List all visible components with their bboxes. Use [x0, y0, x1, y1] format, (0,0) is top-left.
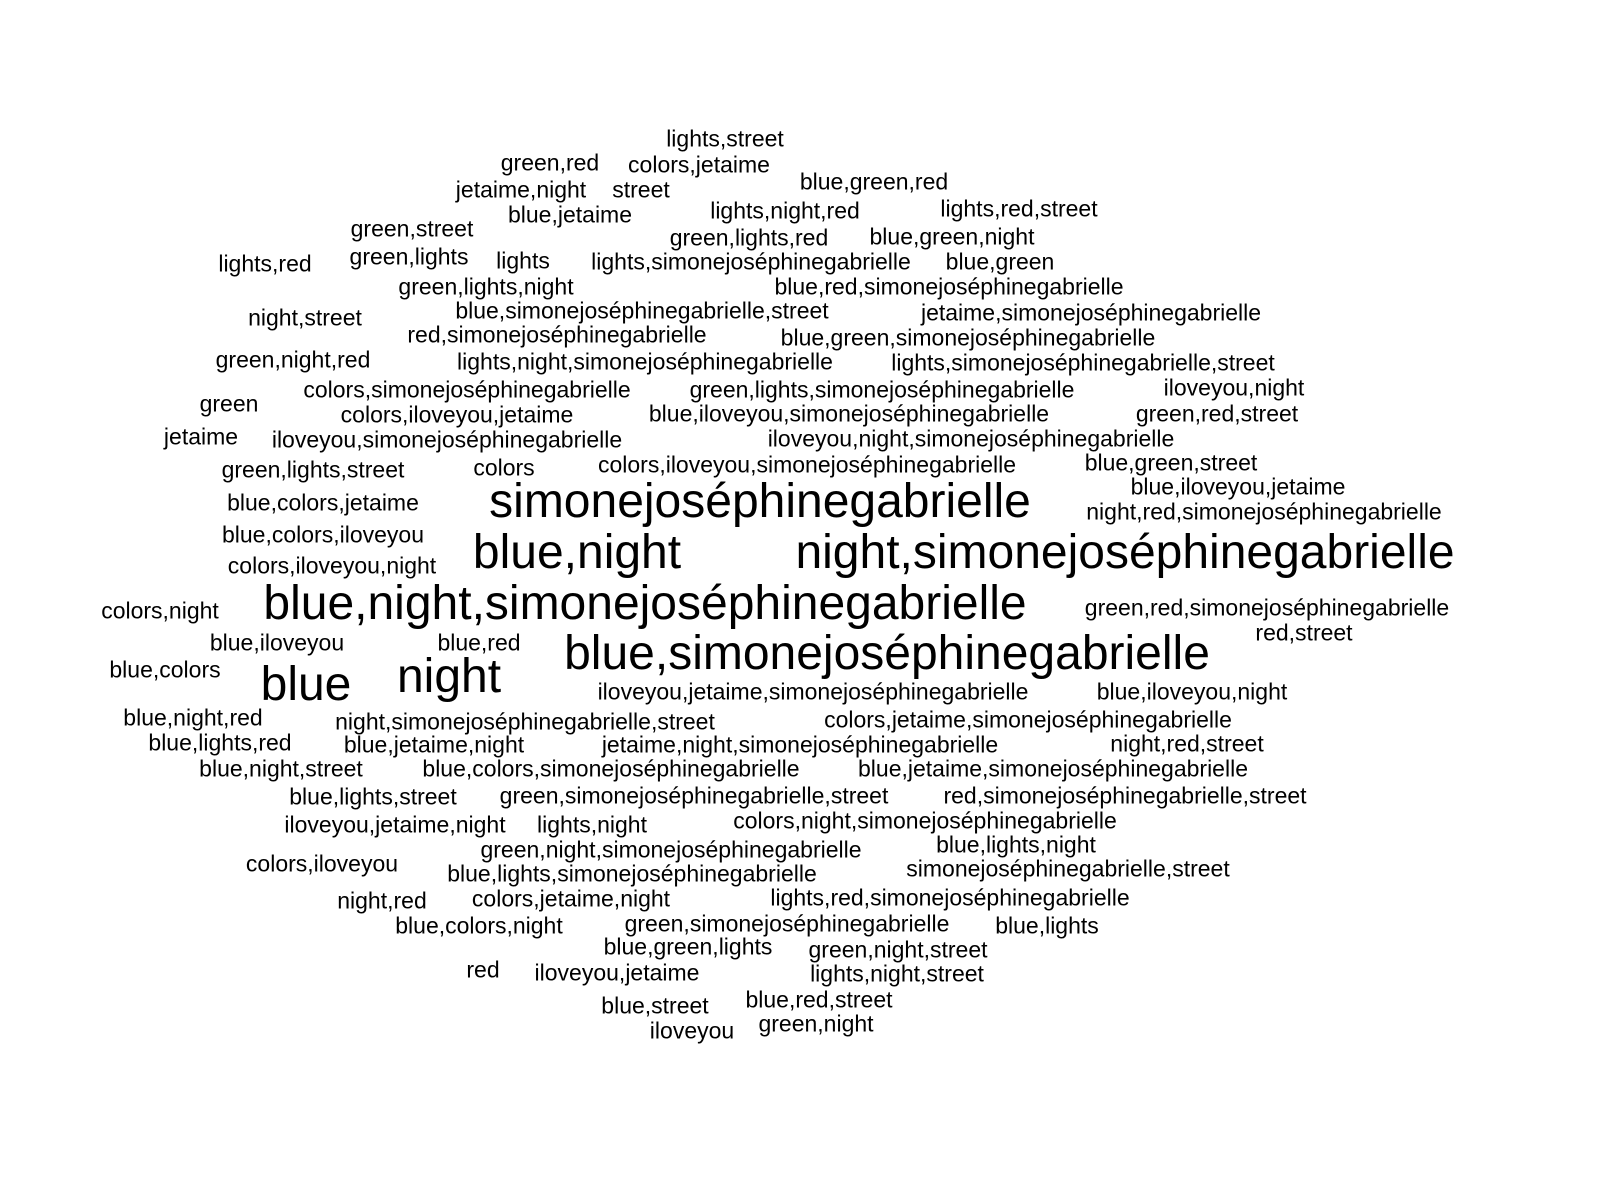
word-colors-night: colors,night: [101, 597, 219, 624]
word-colors-iloveyou: colors,iloveyou: [245, 850, 399, 877]
word-blue-red-simonejosephinegabrielle: blue,red,simonejoséphinegabrielle: [774, 273, 1124, 300]
word-blue-jetaime-simonejosephinegabrielle: blue,jetaime,simonejoséphinegabrielle: [858, 755, 1248, 782]
word-blue-green-red: blue,green,red: [799, 168, 949, 195]
word-blue-green-night: blue,green,night: [869, 223, 1035, 250]
word-night-simonejosephinegabrielle-street: night,simonejoséphinegabrielle,street: [335, 708, 715, 735]
word-iloveyou-night-simonejosephinegabrielle: iloveyou,night,simonejoséphinegabrielle: [767, 425, 1175, 452]
word-night-simonejosephinegabrielle: night,simonejoséphinegabrielle: [795, 526, 1455, 579]
word-blue-red: blue,red: [437, 629, 521, 656]
word-blue-iloveyou-night: blue,iloveyou,night: [1096, 678, 1288, 705]
word-blue-night: blue,night: [472, 526, 682, 579]
word-blue-green-simonejosephinegabrielle: blue,green,simonejoséphinegabrielle: [780, 324, 1156, 351]
word-red-street: red,street: [1255, 619, 1353, 646]
word-lights-night-street: lights,night,street: [810, 960, 984, 987]
word-red-simonejosephinegabrielle-street: red,simonejoséphinegabrielle,street: [943, 782, 1307, 809]
word-blue-lights-night: blue,lights,night: [936, 831, 1096, 858]
word-lights-night-red: lights,night,red: [710, 197, 860, 224]
word-blue-night-street: blue,night,street: [199, 755, 363, 782]
word-blue-night-simonejosephinegabrielle: blue,night,simonejoséphinegabrielle: [263, 577, 1027, 630]
word-colors-iloveyou-night: colors,iloveyou,night: [227, 552, 437, 579]
word-blue-iloveyou: blue,iloveyou: [209, 629, 345, 656]
word-lights-red-simonejosephinegabrielle: lights,red,simonejoséphinegabrielle: [770, 884, 1130, 911]
word-blue-lights-simonejosephinegabrielle: blue,lights,simonejoséphinegabrielle: [447, 860, 817, 887]
word-green-red: green,red: [500, 149, 600, 176]
word-green-red-street: green,red,street: [1135, 400, 1299, 427]
word-blue-colors-night: blue,colors,night: [395, 912, 563, 939]
word-blue-lights: blue,lights: [995, 912, 1099, 939]
word-colors-jetaime: colors,jetaime: [628, 151, 770, 178]
word-iloveyou-jetaime: iloveyou,jetaime: [534, 959, 700, 986]
word-lights-night: lights,night: [537, 811, 647, 838]
word-green-simonejosephinegabrielle-street: green,simonejoséphinegabrielle,street: [499, 782, 889, 809]
word-colors-jetaime-simonejosephinegabrielle: colors,jetaime,simonejoséphinegabrielle: [824, 706, 1232, 733]
word-night-red-street: night,red,street: [1110, 730, 1264, 757]
word-iloveyou-night: iloveyou,night: [1163, 374, 1305, 401]
word-lights-night-simonejosephinegabrielle: lights,night,simonejoséphinegabrielle: [457, 348, 833, 375]
word-jetaime-simonejosephinegabrielle: jetaime,simonejoséphinegabrielle: [920, 299, 1262, 326]
word-blue-simonejosephinegabrielle-street: blue,simonejoséphinegabrielle,street: [455, 297, 829, 324]
word-red-simonejosephinegabrielle: red,simonejoséphinegabrielle: [407, 321, 707, 348]
word-blue-lights-street: blue,lights,street: [289, 783, 457, 810]
word-blue-iloveyou-jetaime: blue,iloveyou,jetaime: [1130, 473, 1346, 500]
word-blue-night-red: blue,night,red: [123, 704, 263, 731]
word-green-red-simonejosephinegabrielle: green,red,simonejoséphinegabrielle: [1084, 594, 1450, 621]
word-lights-red: lights,red: [218, 250, 312, 277]
word-green-lights-simonejosephinegabrielle: green,lights,simonejoséphinegabrielle: [689, 376, 1075, 403]
word-night-red-simonejosephinegabrielle: night,red,simonejoséphinegabrielle: [1086, 498, 1442, 525]
word-colors: colors: [473, 454, 535, 481]
word-lights-simonejosephinegabrielle-street: lights,simonejoséphinegabrielle,street: [891, 349, 1275, 376]
word-iloveyou-jetaime-simonejosephinegabrielle: iloveyou,jetaime,simonejoséphinegabriell…: [597, 678, 1029, 705]
word-green-night-street: green,night,street: [808, 936, 988, 963]
word-green-simonejosephinegabrielle: green,simonejoséphinegabrielle: [624, 910, 950, 937]
word-night-street: night,street: [248, 304, 362, 331]
word-colors-iloveyou-jetaime: colors,iloveyou,jetaime: [340, 401, 574, 428]
word-night-red: night,red: [337, 887, 427, 914]
word-blue-colors-simonejosephinegabrielle: blue,colors,simonejoséphinegabrielle: [422, 755, 800, 782]
word-lights-street: lights,street: [666, 125, 784, 152]
word-jetaime-night-simonejosephinegabrielle: jetaime,night,simonejoséphinegabrielle: [601, 731, 999, 758]
word-green-lights-street: green,lights,street: [221, 456, 405, 483]
word-blue-colors-jetaime: blue,colors,jetaime: [227, 489, 419, 516]
word-jetaime-night: jetaime,night: [455, 176, 587, 203]
word-blue-jetaime-night: blue,jetaime,night: [343, 731, 525, 758]
word-lights: lights: [496, 247, 550, 274]
word-blue-green-lights: blue,green,lights: [603, 933, 773, 960]
word-iloveyou-simonejosephinegabrielle: iloveyou,simonejoséphinegabrielle: [271, 426, 623, 453]
word-iloveyou-jetaime-night: iloveyou,jetaime,night: [284, 811, 506, 838]
word-blue-simonejosephinegabrielle: blue,simonejoséphinegabrielle: [564, 627, 1210, 680]
word-colors-simonejosephinegabrielle: colors,simonejoséphinegabrielle: [303, 376, 631, 403]
word-green-night-simonejosephinegabrielle: green,night,simonejoséphinegabrielle: [480, 836, 862, 863]
word-green-night-red: green,night,red: [215, 346, 371, 373]
word-blue-jetaime: blue,jetaime: [507, 201, 633, 228]
word-lights-red-street: lights,red,street: [940, 195, 1098, 222]
word-blue-colors-iloveyou: blue,colors,iloveyou: [221, 521, 425, 548]
word-blue-green-street: blue,green,street: [1084, 449, 1258, 476]
word-lights-simonejosephinegabrielle: lights,simonejoséphinegabrielle: [591, 248, 911, 275]
word-green-lights-red: green,lights,red: [669, 224, 829, 251]
word-blue-iloveyou-simonejosephinegabrielle: blue,iloveyou,simonejoséphinegabrielle: [648, 400, 1050, 427]
word-blue: blue: [260, 658, 352, 711]
word-colors-night-simonejosephinegabrielle: colors,night,simonejoséphinegabrielle: [733, 807, 1117, 834]
word-green-lights-night: green,lights,night: [398, 273, 574, 300]
word-blue-lights-red: blue,lights,red: [148, 729, 292, 756]
word-blue-red-street: blue,red,street: [745, 986, 893, 1013]
word-colors-iloveyou-simonejosephinegabrielle: colors,iloveyou,simonejoséphinegabrielle: [597, 451, 1017, 478]
word-iloveyou: iloveyou: [649, 1017, 735, 1044]
word-green-lights: green,lights: [349, 243, 469, 270]
word-jetaime: jetaime: [163, 423, 239, 450]
word-simonejosephinegabrielle: simonejoséphinegabrielle: [489, 475, 1031, 528]
word-street: street: [612, 176, 670, 203]
word-blue-colors: blue,colors: [109, 656, 221, 683]
word-green-night: green,night: [758, 1010, 874, 1037]
word-green-street: green,street: [350, 215, 474, 242]
word-blue-green: blue,green: [945, 248, 1055, 275]
word-night: night: [396, 650, 502, 703]
word-simonejosephinegabrielle-street: simonejoséphinegabrielle,street: [906, 855, 1230, 882]
word-colors-jetaime-night: colors,jetaime,night: [471, 885, 671, 912]
word-green: green: [199, 390, 259, 417]
word-red: red: [466, 956, 500, 983]
word-blue-street: blue,street: [601, 992, 709, 1019]
